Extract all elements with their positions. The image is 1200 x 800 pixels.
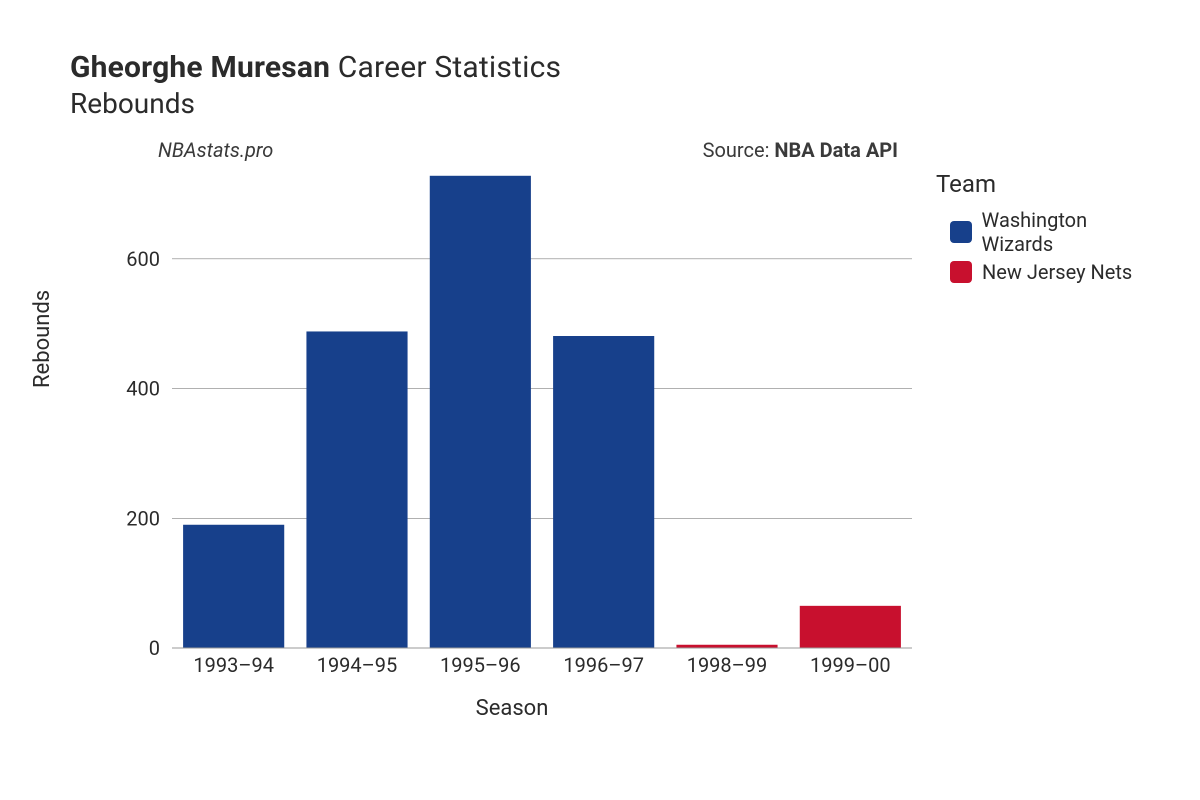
y-tick-label: 0 [149, 636, 160, 660]
y-tick-label: 600 [126, 247, 160, 271]
x-tick-label: 1996–97 [563, 653, 644, 677]
legend-item: Washington Wizards [950, 208, 1160, 256]
chart-subtitle: Rebounds [70, 87, 1160, 120]
legend-item: New Jersey Nets [950, 260, 1160, 284]
y-axis-label: Rebounds [30, 290, 55, 388]
y-tick-label: 200 [126, 506, 160, 530]
credits-row: NBAstats.pro Source: NBA Data API [158, 138, 898, 162]
bar [430, 176, 531, 648]
source-prefix: Source: [703, 138, 775, 162]
y-tick-label: 400 [126, 377, 160, 401]
bar [800, 606, 901, 648]
title-block: Gheorghe Muresan Career Statistics Rebou… [70, 50, 1160, 120]
legend-label: New Jersey Nets [982, 260, 1132, 284]
x-axis-label: Season [112, 696, 912, 721]
x-tick-label: 1998–99 [687, 653, 768, 677]
legend-swatch [950, 221, 972, 243]
x-tick-label: 1999–00 [810, 653, 891, 677]
legend-label: Washington Wizards [982, 208, 1160, 256]
x-tick-label: 1995–96 [440, 653, 521, 677]
title-rest: Career Statistics [330, 50, 561, 85]
bar-chart: 0 200 400 600 1993–94 1994–95 1995–96 1996–97 19… [112, 168, 912, 678]
legend-swatch [950, 261, 972, 283]
bar [306, 331, 407, 648]
legend: Team Washington Wizards New Jersey Nets [936, 170, 1160, 288]
x-tick-label: 1994–95 [317, 653, 398, 677]
title-bold: Gheorghe Muresan [70, 50, 330, 85]
chart-body: Rebounds NBAstats.pro Source: NBA Data A… [40, 128, 1160, 721]
credit-site: NBAstats.pro [158, 138, 273, 162]
bar [553, 336, 654, 648]
bar [183, 525, 284, 648]
credit-source: Source: NBA Data API [703, 138, 898, 162]
legend-title: Team [936, 170, 1160, 198]
chart-container: Gheorghe Muresan Career Statistics Rebou… [0, 0, 1200, 800]
plot-column: NBAstats.pro Source: NBA Data API 0 200 40… [112, 128, 912, 721]
x-tick-label: 1993–94 [193, 653, 274, 677]
source-name: NBA Data API [774, 138, 898, 162]
chart-title: Gheorghe Muresan Career Statistics [70, 50, 1160, 85]
